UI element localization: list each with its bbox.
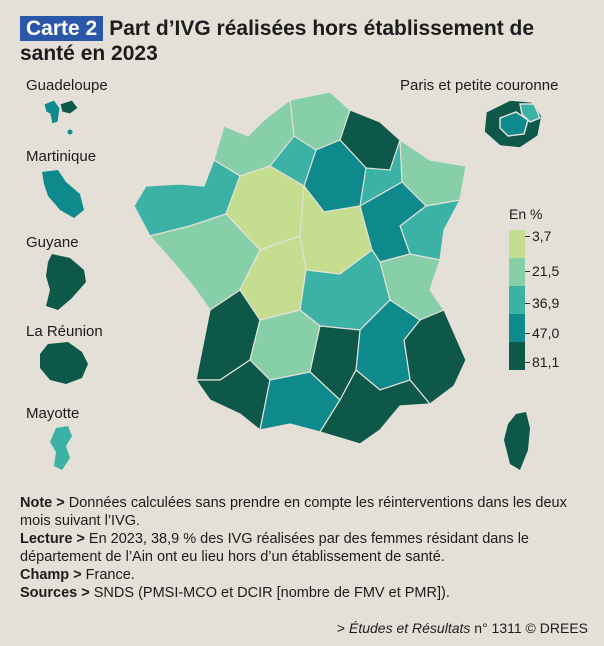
legend-tick xyxy=(525,271,530,272)
legend-box-2 xyxy=(509,258,525,286)
lecture-line: Lecture > En 2023, 38,9 % des IVG réalis… xyxy=(20,530,590,566)
champ-line: Champ > France. xyxy=(20,566,590,584)
note-text: Données calculées sans prendre en compte… xyxy=(20,495,567,529)
legend-value-1: 3,7 xyxy=(532,228,552,244)
legend-value-2: 21,5 xyxy=(532,263,560,279)
legend-tick xyxy=(525,303,530,304)
sources-text: SNDS (PMSI-MCO et DCIR [nombre de FMV et… xyxy=(93,585,450,601)
corse-shape xyxy=(504,412,530,470)
legend-box-5 xyxy=(509,342,525,370)
legend-tick xyxy=(525,362,530,363)
legend-box-4 xyxy=(509,314,525,342)
reunion-shape xyxy=(40,342,88,384)
credit-prefix: > xyxy=(336,620,349,636)
guyane-shape xyxy=(46,254,86,310)
guadeloupe-shape xyxy=(43,99,79,136)
legend-box-1 xyxy=(509,230,525,258)
label-martinique: Martinique xyxy=(26,148,97,165)
map-title-text: Part d’IVG réalisées hors établissement … xyxy=(20,17,535,65)
credit-publication: Études et Résultats xyxy=(348,620,471,636)
champ-label: Champ > xyxy=(20,567,82,583)
lecture-label: Lecture > xyxy=(20,531,85,547)
legend-value-4: 47,0 xyxy=(532,325,560,341)
map-badge: Carte 2 xyxy=(20,16,104,41)
france-map xyxy=(133,91,467,445)
note-line: Note > Données calculées sans prendre en… xyxy=(20,494,590,530)
credit-suffix: n° 1311 © DREES xyxy=(470,620,588,636)
credit: > Études et Résultats n° 1311 © DREES xyxy=(337,620,588,636)
note-label: Note > xyxy=(20,495,65,511)
martinique-shape xyxy=(42,170,84,218)
sources-label: Sources > xyxy=(20,585,90,601)
legend-value-5: 81,1 xyxy=(532,354,560,370)
legend-value-3: 36,9 xyxy=(532,295,560,311)
lecture-text: En 2023, 38,9 % des IVG réalisées par de… xyxy=(20,531,529,565)
legend-title: En % xyxy=(509,206,543,222)
label-paris: Paris et petite couronne xyxy=(400,77,559,94)
label-guyane: Guyane xyxy=(26,234,79,251)
notes: Note > Données calculées sans prendre en… xyxy=(20,494,590,602)
paris-inset xyxy=(483,99,543,149)
label-reunion: La Réunion xyxy=(26,323,103,340)
champ-text: France. xyxy=(85,567,135,583)
legend-box-3 xyxy=(509,286,525,314)
sources-line: Sources > SNDS (PMSI-MCO et DCIR [nombre… xyxy=(20,584,590,602)
map-title: Carte 2 Part d’IVG réalisées hors établis… xyxy=(20,16,590,66)
mayotte-shape xyxy=(50,426,72,470)
label-mayotte: Mayotte xyxy=(26,405,80,422)
legend-tick xyxy=(525,236,530,237)
legend-tick xyxy=(525,333,530,334)
label-guadeloupe: Guadeloupe xyxy=(26,77,108,94)
